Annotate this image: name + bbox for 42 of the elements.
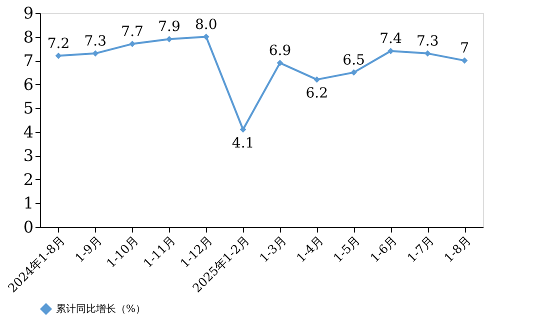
y-tick-label: 2 (23, 170, 34, 189)
y-tick-label: 6 (23, 74, 34, 94)
point (314, 76, 320, 83)
point (92, 50, 99, 57)
point (55, 52, 62, 59)
point (388, 48, 394, 54)
y-tick-label: 1 (23, 194, 34, 213)
y-tick-label: 9 (23, 4, 34, 22)
data-label: 7.4 (380, 31, 402, 48)
data-label: 7 (460, 40, 470, 57)
point (276, 60, 284, 66)
point (129, 40, 136, 48)
x-tick-label: 1-6月 (368, 233, 400, 266)
point (240, 126, 246, 133)
data-label: 6.9 (268, 42, 292, 59)
x-tick-label: 1-8月 (441, 233, 474, 266)
x-tick-label: 1-3月 (256, 233, 289, 266)
data-label: 6.5 (342, 52, 365, 68)
x-tick-label: 1-5月 (330, 233, 363, 266)
data-label: 8.0 (194, 16, 218, 33)
y-tick-label: 5 (23, 98, 34, 118)
y-tick-label: 7 (23, 51, 34, 70)
point (166, 36, 172, 42)
point (461, 57, 468, 64)
data-label: 6.2 (306, 86, 328, 102)
x-tick-label: 1-7月 (404, 233, 437, 266)
data-label: 4.1 (232, 136, 254, 152)
data-label: 7.7 (121, 24, 144, 40)
data-label: 7.3 (84, 33, 107, 50)
y-tick-label: 4 (23, 122, 34, 142)
y-tick-label: 0 (23, 218, 34, 236)
y-tick-label: 8 (23, 27, 34, 46)
x-tick-label: 1-9月 (72, 233, 104, 266)
legend-label: 累计同比增长（%） (56, 303, 146, 315)
point (424, 50, 431, 57)
data-label: 7.9 (158, 19, 180, 36)
data-label: 7.3 (416, 33, 439, 50)
y-tick-label: 3 (23, 146, 34, 166)
data-label: 7.2 (47, 36, 70, 52)
point (350, 69, 357, 76)
x-tick-label: 1-4月 (294, 233, 326, 266)
point (202, 34, 210, 40)
